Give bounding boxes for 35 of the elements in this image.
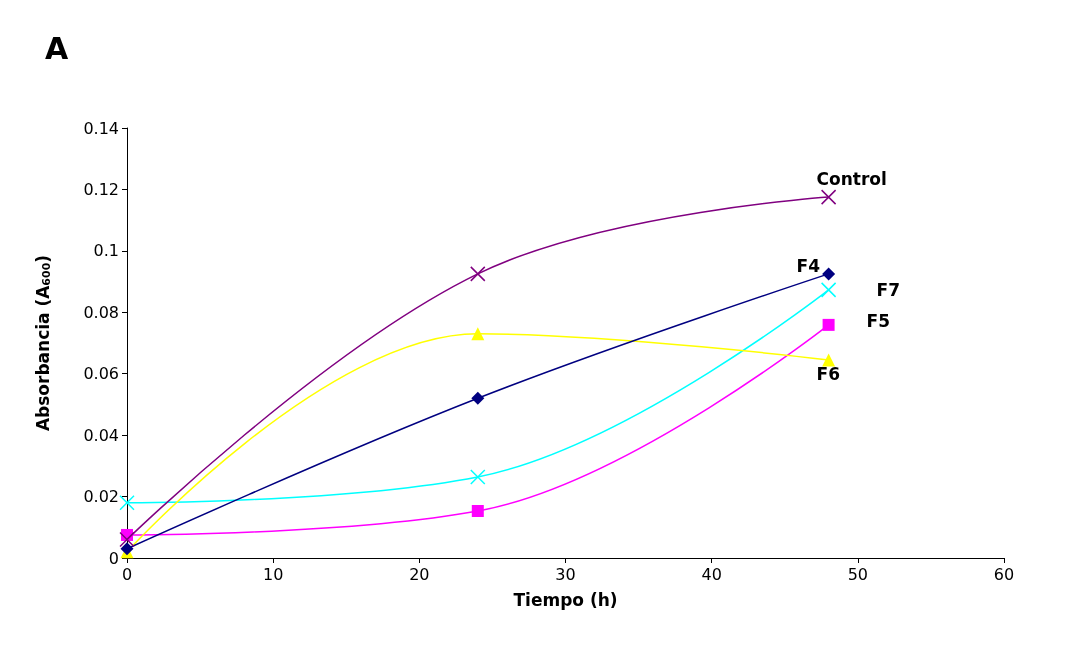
chart-title: A bbox=[45, 30, 69, 66]
y-tick-label: 0.04 bbox=[83, 425, 119, 445]
y-tick-label: 0.06 bbox=[83, 364, 119, 384]
point bbox=[471, 391, 485, 405]
series-label: Control bbox=[816, 169, 887, 190]
y-tick-label: 0.02 bbox=[83, 487, 119, 507]
y-tick-label: 0.12 bbox=[83, 179, 119, 199]
x-tick-label: 10 bbox=[262, 564, 284, 584]
point bbox=[471, 505, 484, 518]
x-tick-label: 30 bbox=[555, 564, 576, 584]
point bbox=[820, 282, 837, 298]
series-label: F4 bbox=[796, 255, 821, 276]
point bbox=[470, 266, 486, 282]
point bbox=[471, 327, 485, 341]
series-label: F5 bbox=[866, 310, 891, 331]
x-tick-label: 0 bbox=[121, 564, 133, 584]
point bbox=[822, 318, 835, 331]
point bbox=[119, 494, 135, 511]
y-tick-label: 0.08 bbox=[83, 302, 119, 322]
point bbox=[820, 189, 837, 205]
point bbox=[822, 353, 836, 367]
point bbox=[119, 531, 135, 548]
text: F7 bbox=[876, 279, 901, 300]
y-axis-title: Absorbancia (A600) bbox=[32, 254, 53, 432]
series-label: F6 bbox=[816, 363, 841, 384]
x-tick-label: 40 bbox=[701, 564, 722, 584]
y-tick-label: 0.14 bbox=[83, 118, 119, 138]
point bbox=[470, 469, 486, 485]
x-tick-label: 50 bbox=[847, 564, 869, 584]
y-tick-label: 0 bbox=[108, 548, 119, 568]
y-tick-label: 0.1 bbox=[93, 241, 119, 261]
x-tick-label: 20 bbox=[409, 564, 430, 584]
x-tick-label: 60 bbox=[993, 564, 1015, 584]
point bbox=[822, 267, 836, 281]
x-axis-title: Tiempo (h) bbox=[513, 589, 618, 610]
